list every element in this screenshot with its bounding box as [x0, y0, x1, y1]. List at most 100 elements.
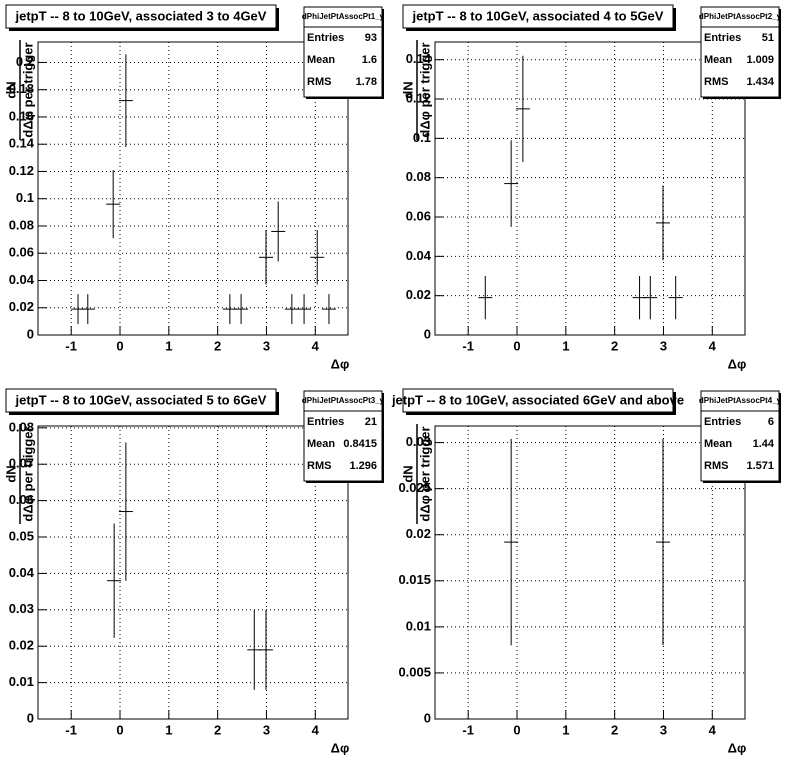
y-tick-label: 0.08 — [406, 169, 431, 184]
y-tick-label: 0.06 — [9, 492, 34, 507]
y-tick-label: 0 — [424, 710, 431, 725]
y-tick-label: 0.05 — [9, 528, 34, 543]
stats-label: Mean — [704, 54, 732, 66]
y-label-denominator: dΔφ per trigger — [417, 426, 432, 521]
x-tick-label: 4 — [709, 338, 717, 353]
stats-label: Mean — [307, 54, 335, 66]
title-box — [402, 388, 674, 413]
x-tick-label: -1 — [65, 338, 77, 353]
y-label-denominator: dΔφ per trigger — [417, 42, 432, 137]
y-label-numerator: dN — [400, 81, 415, 98]
chart-title: jetpT -- 8 to 10GeV, associated 6GeV and… — [391, 392, 684, 407]
y-tick-label: 0.005 — [398, 664, 431, 679]
pad: -1 0 1 2 3 4 0 0.02 0.04 0.06 0.08 0.1 0.12 0.14 0.16 0… — [3, 4, 385, 371]
x-tick-label: 4 — [312, 338, 320, 353]
stats-value: 0.8415 — [343, 438, 377, 450]
x-axis-label: Δφ — [728, 740, 747, 755]
x-tick-label: 3 — [660, 722, 667, 737]
y-axis-label: dN dΔφ per trigger — [400, 424, 432, 524]
x-tick-label: 1 — [165, 338, 172, 353]
y-tick-label: 0.07 — [9, 456, 34, 471]
y-tick-label: 0.12 — [406, 90, 431, 105]
y-tick-label: 0.08 — [9, 217, 34, 232]
x-axis-label: Δφ — [331, 356, 350, 371]
y-tick-label: 0.06 — [406, 208, 431, 223]
y-tick-label: 0.04 — [9, 565, 35, 580]
stats-value: 93 — [365, 32, 377, 44]
chart-title: jetpT -- 8 to 10GeV, associated 4 to 5Ge… — [412, 8, 664, 23]
y-tick-label: 0.01 — [406, 618, 431, 633]
stats-value: 6 — [768, 416, 774, 428]
stats-value: 1.78 — [356, 76, 377, 88]
x-tick-label: -1 — [462, 722, 474, 737]
title-box — [402, 4, 674, 29]
y-label-denominator: dΔφ per trigger — [20, 426, 35, 521]
y-tick-label: 0.025 — [398, 480, 431, 495]
frame — [37, 425, 349, 720]
x-tick-label: -1 — [65, 722, 77, 737]
stats-label: RMS — [704, 76, 728, 88]
stats-name: dPhiJetPtAssocPt4_y — [699, 396, 782, 405]
stats-name: dPhiJetPtAssocPt2_y — [699, 12, 782, 21]
x-tick-label: 3 — [263, 722, 270, 737]
title-box — [5, 4, 277, 29]
chart-title: jetpT -- 8 to 10GeV, associated 3 to 4Ge… — [15, 8, 267, 23]
x-tick-label: 1 — [165, 722, 172, 737]
x-tick-label: 0 — [116, 338, 123, 353]
x-tick-label: 2 — [611, 338, 618, 353]
frame — [434, 425, 746, 720]
y-tick-label: 0 — [424, 326, 431, 341]
stats-box — [303, 390, 383, 482]
stats-value: 1.571 — [746, 460, 774, 472]
x-tick-label: 2 — [611, 722, 618, 737]
y-tick-label: 0.1 — [16, 190, 34, 205]
stats-label: Mean — [704, 438, 732, 450]
y-tick-label: 0.04 — [406, 248, 432, 263]
x-axis-label: Δφ — [728, 356, 747, 371]
y-label-numerator: dN — [3, 81, 18, 98]
y-label-numerator: dN — [400, 465, 415, 482]
stats-value: 1.434 — [746, 76, 774, 88]
y-tick-label: 0.16 — [9, 108, 34, 123]
x-tick-label: 0 — [513, 338, 520, 353]
y-tick-label: 0.06 — [9, 245, 34, 260]
y-axis-label: dN dΔφ per trigger — [3, 424, 35, 524]
pad: -1 0 1 2 3 4 0 0.01 0.02 0.03 0.04 0.05 0.06 0.07 0.08… — [3, 388, 385, 755]
x-tick-label: 1 — [562, 722, 569, 737]
y-axis-label: dN dΔφ per trigger — [400, 40, 432, 140]
stats-box — [303, 6, 383, 98]
stats-name: dPhiJetPtAssocPt3_y — [302, 396, 385, 405]
x-tick-label: 0 — [116, 722, 123, 737]
stats-label: Mean — [307, 438, 335, 450]
stats-label: Entries — [704, 416, 741, 428]
y-tick-label: 0.18 — [9, 81, 34, 96]
x-tick-label: 0 — [513, 722, 520, 737]
stats-box — [700, 390, 780, 482]
stats-value: 1.6 — [362, 54, 377, 66]
y-label-denominator: dΔφ per trigger — [20, 42, 35, 137]
stats-label: Entries — [307, 416, 344, 428]
y-tick-label: 0 — [27, 710, 34, 725]
x-tick-label: 4 — [709, 722, 717, 737]
stats-label: RMS — [307, 76, 331, 88]
stats-label: RMS — [704, 460, 728, 472]
stats-value: 21 — [365, 416, 377, 428]
y-tick-label: 0.02 — [9, 638, 34, 653]
x-tick-label: 1 — [562, 338, 569, 353]
stats-box — [700, 6, 780, 98]
chart-title: jetpT -- 8 to 10GeV, associated 5 to 6Ge… — [15, 392, 267, 407]
y-tick-label: 0.03 — [9, 601, 34, 616]
x-axis-label: Δφ — [331, 740, 350, 755]
y-tick-label: 0.08 — [9, 419, 34, 434]
stats-label: Entries — [704, 32, 741, 44]
x-tick-label: -1 — [462, 338, 474, 353]
stats-value: 1.44 — [753, 438, 775, 450]
y-tick-label: 0.03 — [406, 434, 431, 449]
y-tick-label: 0.01 — [9, 674, 34, 689]
frame — [37, 41, 349, 336]
y-label-numerator: dN — [3, 465, 18, 482]
stats-label: Entries — [307, 32, 344, 44]
